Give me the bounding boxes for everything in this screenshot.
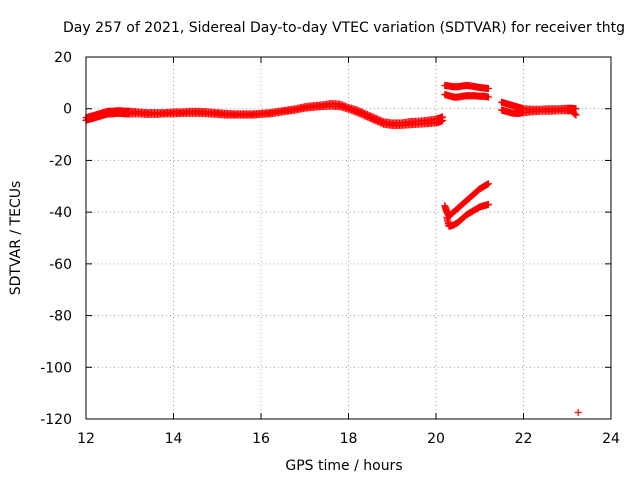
x-tick-label: 14 <box>165 431 183 447</box>
data-point <box>485 180 492 188</box>
y-tick-label: -20 <box>49 153 72 169</box>
y-axis-label: SDTVAR / TECUs <box>8 181 24 296</box>
x-tick-label: 16 <box>252 431 270 447</box>
data-point <box>485 93 492 101</box>
y-tick-label: -120 <box>40 412 72 428</box>
y-tick-label: -80 <box>49 309 72 325</box>
data-series <box>441 90 492 101</box>
data-series <box>498 106 580 119</box>
data-series <box>82 102 447 130</box>
marks-layer <box>82 81 582 417</box>
y-tick-label: -40 <box>49 205 72 221</box>
data-series <box>574 409 582 417</box>
ticks-layer: 12 14 16 18 20 22 24 20 0 -20 -40 -60 -80 -100 -120 <box>40 50 620 447</box>
x-tick-label: 18 <box>340 431 358 447</box>
data-point <box>439 116 447 124</box>
y-tick-label: 0 <box>63 102 72 118</box>
x-tick-label: 22 <box>515 431 533 447</box>
data-point <box>485 200 492 208</box>
x-tick-label: 24 <box>602 431 620 447</box>
y-tick-label: -100 <box>40 360 72 376</box>
data-point <box>572 105 580 113</box>
chart-title: Day 257 of 2021, Sidereal Day-to-day VTE… <box>63 20 625 36</box>
data-point <box>571 110 579 118</box>
y-tick-label: -60 <box>49 257 72 273</box>
x-tick-label: 12 <box>77 431 95 447</box>
x-tick-label: 20 <box>427 431 445 447</box>
x-axis-label: GPS time / hours <box>285 458 402 474</box>
data-point <box>485 85 492 93</box>
data-point <box>574 409 582 417</box>
data-series <box>441 81 492 93</box>
data-point <box>571 110 579 118</box>
data-point <box>572 111 580 119</box>
y-tick-label: 20 <box>54 50 72 66</box>
data-series <box>443 200 492 230</box>
